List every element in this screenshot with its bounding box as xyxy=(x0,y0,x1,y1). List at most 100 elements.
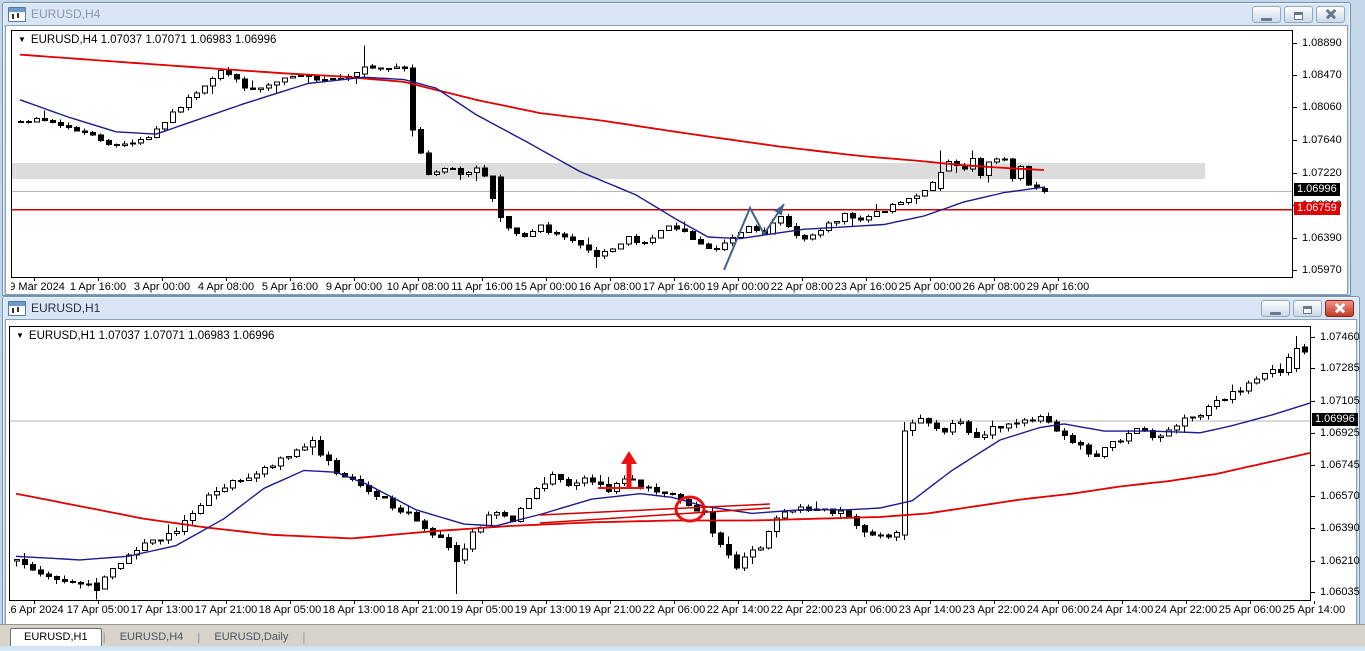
chart-legend: ▼EURUSD,H4 1.07037 1.07071 1.06983 1.069… xyxy=(18,34,276,46)
time-tick-label: 26 Apr 08:00 xyxy=(963,281,1025,293)
window-title: EURUSD,H1 xyxy=(31,301,1261,315)
window-titlebar[interactable]: EURUSD,H1 xyxy=(3,297,1359,319)
up-arrow-annotation xyxy=(627,462,632,489)
current-price-tag: 1.06996 xyxy=(1312,413,1358,426)
time-tick-label: 24 Apr 22:00 xyxy=(1155,604,1217,616)
chart-plot-area-h1[interactable]: ▼ EURUSD,H1 1.07037 1.07071 1.06983 1.069… xyxy=(9,326,1311,601)
time-tick-label: 3 Apr 00:00 xyxy=(134,281,190,293)
time-tick-label: 17 Apr 05:00 xyxy=(67,604,129,616)
price-tick xyxy=(1311,528,1315,529)
tab-separator: | xyxy=(301,630,306,644)
price-tick xyxy=(1311,368,1315,369)
ma-fast-navy xyxy=(16,402,1310,560)
time-tick-label: 19 Apr 21:00 xyxy=(579,604,641,616)
candlestick-chart xyxy=(10,327,1310,600)
window-title: EURUSD,H4 xyxy=(31,7,1252,21)
time-tick-label: 24 Apr 06:00 xyxy=(1027,604,1089,616)
time-tick-label: 9 Apr 00:00 xyxy=(326,281,382,293)
price-tick-label: 1.08060 xyxy=(1302,101,1342,113)
time-tick-label: 1 Apr 16:00 xyxy=(70,281,126,293)
time-tick-label: 17 Apr 16:00 xyxy=(643,281,705,293)
price-tick xyxy=(1293,238,1297,239)
price-tick-label: 1.06925 xyxy=(1320,427,1360,439)
chart-legend: ▼ EURUSD,H1 1.07037 1.07071 1.06983 1.069… xyxy=(16,330,274,342)
price-tick xyxy=(1311,465,1315,466)
chart-window-eurusd-h4: EURUSD,H4 ▼EURUSD,H4 1.07037 1.07071 1.0… xyxy=(2,2,1351,296)
price-tick-label: 1.05970 xyxy=(1302,264,1342,276)
time-tick-label: 18 Apr 05:00 xyxy=(259,604,321,616)
close-button[interactable] xyxy=(1316,6,1345,23)
chart-window-icon xyxy=(8,7,26,22)
price-tick xyxy=(1311,561,1315,562)
time-tick-label: 24 Apr 14:00 xyxy=(1091,604,1153,616)
price-tick-label: 1.08470 xyxy=(1302,69,1342,81)
price-tick xyxy=(1293,43,1297,44)
time-tick-label: 22 Apr 14:00 xyxy=(707,604,769,616)
time-tick-label: 18 Apr 13:00 xyxy=(323,604,385,616)
price-tick-label: 1.07460 xyxy=(1320,331,1360,343)
legend-text: EURUSD,H1 1.07037 1.07071 1.06983 1.0699… xyxy=(29,330,275,342)
minimize-button[interactable] xyxy=(1261,300,1290,317)
time-tick-label: 19 Apr 13:00 xyxy=(515,604,577,616)
price-tick xyxy=(1311,401,1315,402)
time-tick-label: 23 Apr 22:00 xyxy=(963,604,1025,616)
price-tick xyxy=(1311,337,1315,338)
candles xyxy=(15,336,1311,599)
time-tick-label: 23 Apr 06:00 xyxy=(835,604,897,616)
time-tick-label: 29 Mar 2024 xyxy=(11,281,65,293)
up-arrowhead-icon xyxy=(621,451,637,464)
chart-window-eurusd-h1: EURUSD,H1 ▼ EURUSD,H1 1.07037 1.07071 1.0… xyxy=(2,296,1360,626)
time-tick-label: 22 Apr 22:00 xyxy=(771,604,833,616)
price-tick xyxy=(1293,173,1297,174)
time-tick-label: 5 Apr 16:00 xyxy=(262,281,318,293)
time-tick-label: 18 Apr 21:00 xyxy=(387,604,449,616)
current-price-tag: 1.06996 xyxy=(1294,183,1340,196)
time-tick-label: 16 Apr 2024 xyxy=(9,604,64,616)
time-tick-label: 15 Apr 00:00 xyxy=(515,281,577,293)
chart-tab-bar: EURUSD,H1 | EURUSD,H4 | EURUSD,Daily | xyxy=(0,624,1365,651)
restore-button[interactable] xyxy=(1284,6,1313,23)
price-tick-label: 1.07640 xyxy=(1302,134,1342,146)
time-tick-label: 22 Apr 06:00 xyxy=(643,604,705,616)
close-button[interactable] xyxy=(1325,300,1354,317)
time-tick-label: 23 Apr 16:00 xyxy=(835,281,897,293)
window-titlebar[interactable]: EURUSD,H4 xyxy=(3,3,1350,25)
tab-eurusd-h1[interactable]: EURUSD,H1 xyxy=(10,628,102,646)
time-tick-label: 17 Apr 21:00 xyxy=(195,604,257,616)
time-tick-label: 19 Apr 05:00 xyxy=(451,604,513,616)
time-tick-label: 16 Apr 08:00 xyxy=(579,281,641,293)
chart-plot-area-h4[interactable]: ▼EURUSD,H4 1.07037 1.07071 1.06983 1.069… xyxy=(11,30,1293,278)
minimize-icon xyxy=(1261,18,1272,21)
tab-eurusd-daily[interactable]: EURUSD,Daily xyxy=(201,629,301,646)
restore-icon xyxy=(1294,12,1303,20)
time-tick-label: 19 Apr 00:00 xyxy=(707,281,769,293)
minimize-button[interactable] xyxy=(1252,6,1281,23)
price-tick-label: 1.07105 xyxy=(1320,395,1360,407)
restore-icon xyxy=(1303,306,1312,314)
legend-text: EURUSD,H4 1.07037 1.07071 1.06983 1.0699… xyxy=(31,34,277,46)
close-icon xyxy=(1317,7,1344,22)
triangle-down-icon: ▼ xyxy=(16,331,24,340)
price-tick xyxy=(1293,75,1297,76)
tab-eurusd-h4[interactable]: EURUSD,H4 xyxy=(107,629,197,646)
time-tick-label: 17 Apr 13:00 xyxy=(131,604,193,616)
close-icon xyxy=(1326,301,1353,316)
price-axis[interactable]: 1.088901.084701.080601.076401.072201.068… xyxy=(1293,30,1350,278)
time-tick-label: 22 Apr 08:00 xyxy=(771,281,833,293)
candlestick-chart xyxy=(12,31,1292,277)
price-tick xyxy=(1311,592,1315,593)
price-tick xyxy=(1311,496,1315,497)
current-price-tag: 1.06759 xyxy=(1294,202,1340,215)
price-tick-label: 1.06745 xyxy=(1320,459,1360,471)
price-tick-label: 1.06035 xyxy=(1320,586,1360,598)
restore-button[interactable] xyxy=(1293,300,1322,317)
time-tick-label: 11 Apr 16:00 xyxy=(451,281,513,293)
time-tick-label: 25 Apr 06:00 xyxy=(1219,604,1281,616)
price-tick xyxy=(1311,433,1315,434)
price-tick xyxy=(1293,270,1297,271)
minimize-icon xyxy=(1270,312,1281,315)
